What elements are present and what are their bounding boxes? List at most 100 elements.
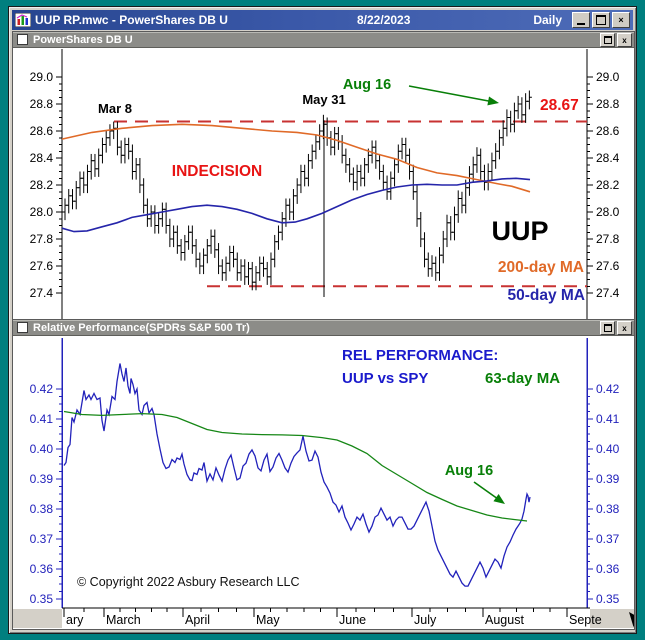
maximize-icon <box>596 15 606 25</box>
app-icon <box>15 13 31 27</box>
price-axis-label: 29.0 <box>596 70 620 84</box>
chart-annotation: Aug 16 <box>445 463 493 479</box>
price-axis-label: 28.8 <box>596 97 620 111</box>
minimize-icon <box>577 22 585 25</box>
annotation-arrow-icon <box>473 481 505 504</box>
chart-annotation: 200-day MA <box>498 259 584 276</box>
maximize-button[interactable] <box>592 12 610 28</box>
price-axis-label: 28.6 <box>596 124 620 138</box>
titlebar-date: 8/22/2023 <box>357 13 411 27</box>
month-label: April <box>185 613 210 627</box>
price-axis-label: 27.4 <box>30 286 54 300</box>
price-panel-header: PowerShares DB U x <box>13 32 634 48</box>
price-axis-label: 27.8 <box>596 232 620 246</box>
rp-axis-label: 0.41 <box>596 412 620 426</box>
ohlc-bars <box>62 90 532 291</box>
panel2-maximize-icon <box>603 324 612 332</box>
price-panel-title: PowerShares DB U <box>33 33 133 46</box>
price-plot: 27.4 27.4 27.6 27.6 27.8 27.8 28.0 28.0 28.2 28.2… <box>30 49 620 319</box>
63-day-ma-line <box>63 410 528 522</box>
panel2-close-button[interactable]: x <box>617 321 632 335</box>
date-axis <box>62 607 590 617</box>
rp-panel-header: Relative Performance(SPDRs S&P 500 Tr) x <box>13 320 634 336</box>
rp-plot: 0.35 0.35 0.36 0.36 0.37 0.37 0.38 0.38 0.39 0.39… <box>13 338 634 628</box>
rp-axis-label: 0.39 <box>596 472 620 486</box>
panel1-maximize-button[interactable] <box>600 33 615 47</box>
rp-axis-label: 0.36 <box>596 562 620 576</box>
rp-axis-label: 0.39 <box>30 472 54 486</box>
chart-annotation: REL PERFORMANCE: <box>342 347 498 364</box>
month-label: August <box>485 613 524 627</box>
price-axis-label: 28.4 <box>596 151 620 165</box>
chart-annotation: 28.67 <box>540 97 579 114</box>
axis-corner <box>13 609 62 628</box>
close-icon: × <box>618 15 624 25</box>
rp-y-axes <box>56 338 593 608</box>
chart-annotation: Mar 8 <box>98 101 132 116</box>
200-day-ma-line <box>61 123 531 193</box>
rp-axis-label: 0.35 <box>30 592 54 606</box>
mouse-cursor-icon <box>629 612 634 627</box>
rp-axis-label: 0.38 <box>596 502 620 516</box>
annotation-arrow-icon <box>408 85 499 106</box>
price-axis-label: 27.8 <box>30 232 54 246</box>
month-label: ary <box>66 613 84 627</box>
price-axis-label: 28.6 <box>30 124 54 138</box>
titlebar-periodicity: Daily <box>533 13 562 27</box>
price-axis-label: 28.0 <box>30 205 54 219</box>
chart-annotation: 50-day MA <box>507 287 585 304</box>
rp-axis-label: 0.42 <box>596 382 620 396</box>
axis-corner <box>590 609 634 628</box>
rp-axis-label: 0.40 <box>596 442 620 456</box>
relative-performance-chart-svg[interactable]: 0.35 0.35 0.36 0.36 0.37 0.37 0.38 0.38 0.39 0.39… <box>13 336 634 628</box>
chart-annotation: UUP <box>491 216 548 246</box>
month-label: July <box>414 613 437 627</box>
chart-annotation: INDECISION <box>172 163 262 180</box>
price-y-axes <box>56 49 593 319</box>
window-title: UUP RP.mwc - PowerShares DB U <box>35 13 228 27</box>
panel-restore-icon <box>17 322 28 333</box>
panel1-maximize-icon <box>603 36 612 44</box>
rp-axis-label: 0.37 <box>30 532 54 546</box>
chart-annotation: May 31 <box>302 92 345 107</box>
50-day-ma-line <box>61 177 531 233</box>
app-window: UUP RP.mwc - PowerShares DB U 8/22/2023 … <box>8 6 637 634</box>
chart-annotation: 63-day MA <box>485 370 560 387</box>
uup-vs-spy-relative-performance-line <box>63 363 531 587</box>
rp-axis-label: 0.41 <box>30 412 54 426</box>
minimize-button[interactable] <box>572 12 590 28</box>
chart-annotation: Aug 16 <box>343 77 391 93</box>
close-button[interactable]: × <box>612 12 630 28</box>
rp-axis-label: 0.36 <box>30 562 54 576</box>
relative-performance-panel: Relative Performance(SPDRs S&P 500 Tr) x… <box>12 319 635 630</box>
price-axis-label: 27.4 <box>596 286 620 300</box>
price-chart-panel: PowerShares DB U x 27.4 27.4 27.6 27.6 27.8 2… <box>12 31 635 320</box>
panel1-close-button[interactable]: x <box>617 33 632 47</box>
panel2-maximize-button[interactable] <box>600 321 615 335</box>
panel2-close-icon: x <box>622 323 627 333</box>
price-axis-label: 28.2 <box>596 178 620 192</box>
price-axis-label: 28.8 <box>30 97 54 111</box>
rp-axis-label: 0.40 <box>30 442 54 456</box>
rp-axis-label: 0.35 <box>596 592 620 606</box>
price-chart-svg[interactable]: 27.4 27.4 27.6 27.6 27.8 27.8 28.0 28.0 28.2 28.2… <box>13 48 634 319</box>
rp-axis-label: 0.38 <box>30 502 54 516</box>
rp-axis-label: 0.37 <box>596 532 620 546</box>
price-axis-label: 28.2 <box>30 178 54 192</box>
month-label: Septe <box>569 613 602 627</box>
window-titlebar: UUP RP.mwc - PowerShares DB U 8/22/2023 … <box>12 10 633 30</box>
panel-restore-icon <box>17 34 28 45</box>
rp-axis-label: 0.42 <box>30 382 54 396</box>
month-label: May <box>256 613 280 627</box>
month-label: March <box>106 613 141 627</box>
chart-annotation: UUP vs SPY <box>342 370 428 387</box>
price-axis-label: 27.6 <box>30 259 54 273</box>
rp-panel-title: Relative Performance(SPDRs S&P 500 Tr) <box>33 321 250 334</box>
price-axis-label: 29.0 <box>30 70 54 84</box>
price-axis-label: 27.6 <box>596 259 620 273</box>
panel1-close-icon: x <box>622 35 627 45</box>
month-label: June <box>339 613 366 627</box>
price-axis-label: 28.0 <box>596 205 620 219</box>
chart-annotation: © Copyright 2022 Asbury Research LLC <box>77 575 300 589</box>
